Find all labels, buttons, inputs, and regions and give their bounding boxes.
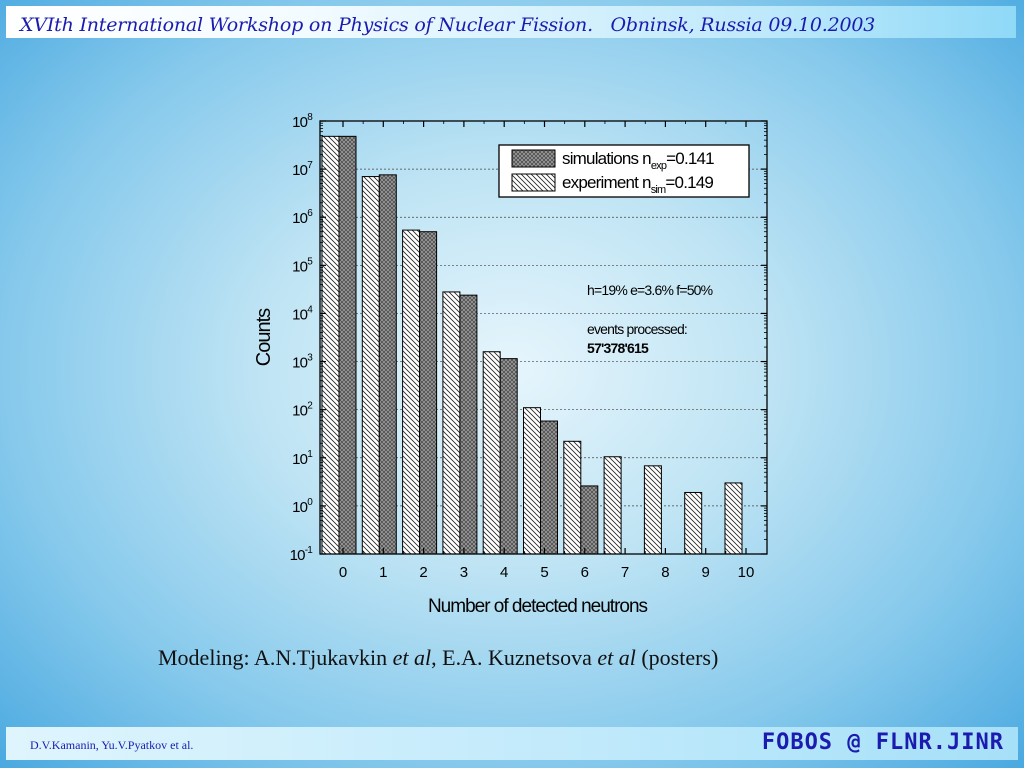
events-processed-value: 57'378'615: [587, 340, 649, 356]
y-tick-label: 106: [292, 208, 313, 227]
neutron-count-chart: 10-1 100 101 102 103 104 105 106 107 108 0 1 2 3 4 5 6 7 8…: [253, 112, 768, 617]
y-axis-label: Counts: [253, 308, 275, 366]
bar-experiment: [402, 229, 421, 555]
footer-bar: D.V.Kamanin, Yu.V.Pyatkov et al. FOBOS @…: [6, 727, 1018, 760]
legend-label-simulations: simulations nexp=0.141: [562, 149, 714, 172]
footer-brand: FOBOS @ FLNR.JINR: [761, 730, 1004, 755]
et-al-1: et al: [392, 645, 432, 670]
bar-experiment: [603, 456, 622, 555]
y-tick-label: 101: [292, 449, 313, 468]
place-date: Obninsk, Russia 09.10.2003: [610, 14, 876, 36]
bar-simulations: [378, 174, 397, 555]
bar-experiment: [523, 407, 541, 555]
x-tick-label: 7: [621, 564, 629, 581]
x-tick-label: 1: [379, 564, 387, 581]
bar-experiment: [361, 176, 380, 555]
footer-authors: D.V.Kamanin, Yu.V.Pyatkov et al.: [30, 738, 194, 752]
y-tick-label: 100: [292, 497, 313, 516]
x-tick-label: 0: [339, 564, 347, 581]
et-al-2: et al: [597, 645, 636, 670]
x-tick-label: 3: [460, 564, 468, 581]
workshop-title: XVIth International Workshop on Physics …: [20, 14, 593, 36]
ticks-layer: 10-1 100 101 102 103 104 105 106 107 108 0 1 2 3 4 5 6 7 8…: [290, 112, 767, 581]
header-bar: XVIth International Workshop on Physics …: [6, 6, 1016, 38]
modeling-caption: Modeling: A.N.Tjukavkin et al, E.A. Kuzn…: [158, 645, 719, 670]
legend-label-experiment: experiment nsim=0.149: [562, 173, 713, 196]
legend: simulations nexp=0.141 experiment nsim=0…: [498, 144, 750, 198]
y-tick-label: 103: [292, 353, 313, 372]
x-tick-label: 9: [702, 564, 710, 581]
bar-experiment: [442, 291, 461, 555]
y-tick-label: 102: [292, 401, 313, 420]
bar-experiment: [321, 135, 340, 555]
legend-swatch-simulations: [511, 149, 556, 168]
y-tick-label: 104: [292, 304, 313, 323]
bar-experiment: [724, 482, 743, 555]
detector-parameters: h=19% e=3.6% f=50%: [587, 282, 713, 298]
y-tick-label: 108: [292, 112, 313, 131]
header-title: XVIth International Workshop on Physics …: [20, 14, 875, 36]
plot-frame: [319, 120, 768, 555]
y-tick-label: 10-1: [290, 545, 314, 564]
y-tick-label: 107: [292, 160, 313, 179]
bar-experiment: [643, 465, 662, 555]
bar-simulations: [499, 358, 518, 555]
bar-simulations: [459, 294, 478, 555]
bars-layer: [321, 135, 743, 555]
y-tick-label: 105: [292, 256, 313, 275]
events-processed-label: events processed:: [587, 321, 687, 337]
bar-simulations: [338, 135, 357, 555]
x-tick-label: 8: [661, 564, 669, 581]
x-tick-label: 6: [581, 564, 589, 581]
bar-simulations: [540, 420, 558, 555]
x-axis-label: Number of detected neutrons: [428, 596, 648, 617]
bar-experiment: [482, 351, 501, 555]
bar-experiment: [684, 491, 703, 555]
bar-experiment: [563, 440, 582, 555]
x-tick-label: 5: [540, 564, 548, 581]
legend-swatch-experiment: [511, 173, 556, 192]
x-tick-label: 4: [500, 564, 508, 581]
bar-simulations: [419, 231, 438, 555]
x-tick-label: 10: [738, 564, 755, 581]
x-tick-label: 2: [419, 564, 427, 581]
bar-simulations: [580, 485, 599, 555]
